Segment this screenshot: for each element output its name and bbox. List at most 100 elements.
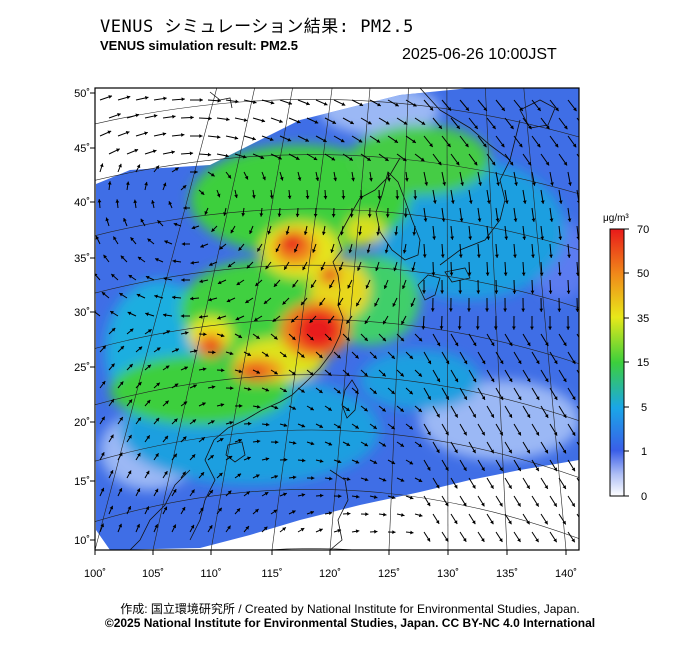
wind-arrow [558,441,567,454]
wind-arrow [225,490,232,497]
wind-arrow [252,439,261,444]
wind-arrow [549,495,558,507]
wind-arrow [198,507,204,515]
indochina-coast [129,469,191,550]
wind-arrow [423,171,429,186]
wind-arrow [119,292,128,299]
wind-arrow [403,207,408,218]
colorbar-tick-label: 15 [637,357,649,369]
wind-arrow [145,312,155,317]
wind-arrow [217,279,227,285]
wind-arrow [272,315,281,323]
wind-arrow [404,171,409,182]
wind-arrow [216,472,223,479]
wind-arrow [123,217,128,227]
wind-arrow [306,476,315,480]
wind-arrow [394,225,399,236]
lon-tick-label: 130˚ [437,568,459,580]
wind-arrow [355,297,362,307]
wind-arrow [459,531,467,543]
wind-arrow [521,297,526,312]
wind-arrow [495,459,504,472]
wind-arrow [270,405,279,410]
wind-arrow [504,153,514,166]
wind-arrow [333,387,341,394]
wind-arrow [153,382,161,389]
wind-arrow [306,405,315,411]
wind-arrow [395,189,400,200]
wind-arrow [531,531,539,543]
wind-arrow [450,477,458,489]
wind-arrow [126,470,132,479]
wind-arrow [207,350,216,355]
lon-tick-label: 125˚ [378,568,400,580]
wind-arrow [108,469,114,479]
wind-arrow [468,477,476,489]
colorbar-tick-label: 70 [637,224,649,236]
wind-arrow [477,387,486,401]
wind-arrow [172,295,182,300]
wind-arrow [567,459,576,472]
wind-arrow [369,495,378,499]
wind-arrow [225,421,234,425]
wind-arrow [431,261,436,276]
wind-arrow [261,526,268,533]
wind-arrow [234,369,243,374]
wind-arrow [378,117,390,125]
wind-arrow [180,151,194,156]
wind-arrow [333,171,338,182]
wind-arrow [567,351,576,365]
wind-arrow [384,243,389,254]
wind-arrow [558,477,567,490]
wind-arrow [99,487,105,497]
wind-arrow [130,236,137,245]
wind-arrow [180,115,194,120]
wind-arrow [234,333,243,339]
coastlines [129,88,556,550]
wind-arrow [351,423,360,429]
wind-arrow [279,457,288,462]
wind-arrow [432,189,437,204]
wind-arrow [378,369,387,377]
wind-arrow [351,529,360,534]
wind-arrow [450,441,458,454]
wind-arrow [405,135,417,144]
wind-arrow [341,189,346,200]
lat-tick-label: 40˚ [74,197,90,209]
wind-arrow [567,171,572,186]
wind-arrow [459,387,468,401]
wind-arrow [567,423,576,436]
wind-arrow [376,225,381,236]
wind-arrow [315,493,324,498]
wind-arrow [387,387,396,395]
wind-arrow [333,99,346,106]
title-japanese: VENUS シミュレーション結果: PM2.5 [100,17,414,37]
wind-arrow [566,315,571,330]
wind-arrow [256,243,263,252]
wind-arrow [279,423,288,428]
wind-arrow [450,117,461,130]
wind-arrow [333,423,342,429]
wind-arrow [531,495,540,507]
wind-arrow [493,315,498,330]
wind-arrow [504,369,513,383]
wind-arrow [180,331,189,335]
wind-arrow [450,225,455,240]
wind-arrow [347,279,353,289]
wind-arrow [477,459,485,472]
wind-arrow [267,225,272,235]
wind-arrow [468,225,473,240]
wind-arrow [477,351,486,365]
wind-arrow [378,477,387,482]
wind-arrow [378,153,389,162]
wind-arrow [567,207,572,222]
lon-tick-label: 120˚ [319,568,341,580]
lat-tick-label: 45˚ [74,143,90,155]
wind-arrow [253,315,263,322]
wind-arrow [306,153,318,161]
wind-arrow [135,452,141,461]
wind-arrow [108,363,115,371]
wind-arrow [99,416,106,425]
wind-arrow [145,275,155,281]
wind-arrow [468,405,477,418]
